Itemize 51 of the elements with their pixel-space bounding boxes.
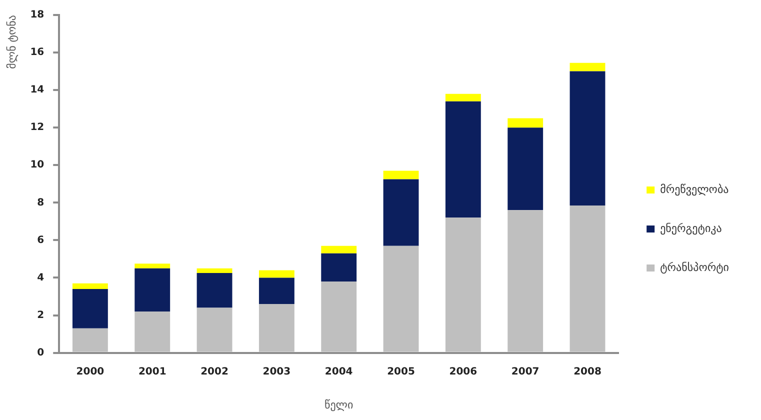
bar bbox=[508, 210, 544, 352]
y-tick-label: 0 bbox=[37, 347, 44, 358]
bar bbox=[321, 246, 357, 254]
x-tick-label: 2004 bbox=[324, 366, 353, 378]
bar bbox=[383, 170, 419, 180]
y-tick-label: 4 bbox=[37, 272, 44, 284]
bar bbox=[445, 218, 481, 352]
y-tick-label: 8 bbox=[37, 197, 44, 208]
legend-label: ენერგეტიკა bbox=[660, 222, 722, 235]
bar bbox=[570, 62, 606, 72]
x-tick-label: 2008 bbox=[574, 366, 602, 378]
bar bbox=[196, 273, 232, 308]
x-tick-label: 2006 bbox=[449, 366, 478, 378]
x-tick-label: 2001 bbox=[138, 366, 166, 378]
bar bbox=[258, 270, 294, 278]
legend-label: მრეწველობა bbox=[660, 182, 730, 196]
bar bbox=[445, 94, 481, 102]
bar bbox=[72, 288, 108, 328]
bar bbox=[321, 253, 357, 282]
bar bbox=[134, 264, 170, 268]
y-tick-label: 12 bbox=[30, 122, 44, 134]
y-tick-label: 2 bbox=[37, 310, 44, 321]
y-tick-label: 16 bbox=[30, 47, 44, 58]
bar bbox=[134, 268, 170, 312]
bar bbox=[570, 205, 606, 352]
legend-label: ტრანსპორტი bbox=[660, 260, 730, 274]
x-axis-title: წელი bbox=[324, 398, 354, 412]
x-tick-label: 2000 bbox=[76, 366, 104, 378]
y-tick-label: 18 bbox=[30, 10, 44, 21]
bar bbox=[134, 312, 170, 352]
y-tick-label: 6 bbox=[37, 234, 44, 246]
bar bbox=[508, 128, 544, 210]
y-tick-label: 10 bbox=[30, 160, 44, 171]
bar bbox=[258, 278, 294, 304]
bar bbox=[508, 118, 544, 128]
bar bbox=[72, 283, 108, 289]
bar bbox=[258, 304, 294, 352]
x-tick-label: 2003 bbox=[262, 366, 291, 378]
bar bbox=[196, 308, 232, 352]
y-axis-title: მლნ ტონა bbox=[5, 14, 18, 69]
bar bbox=[321, 281, 357, 352]
x-tick-label: 2007 bbox=[511, 366, 540, 378]
x-tick-label: 2005 bbox=[387, 366, 415, 378]
y-tick-label: 14 bbox=[30, 84, 44, 96]
bar bbox=[570, 71, 606, 206]
x-tick-label: 2002 bbox=[200, 366, 228, 378]
bar bbox=[383, 246, 419, 352]
bar bbox=[383, 179, 419, 246]
bar bbox=[196, 268, 232, 274]
bar bbox=[72, 328, 108, 352]
bar bbox=[445, 101, 481, 218]
